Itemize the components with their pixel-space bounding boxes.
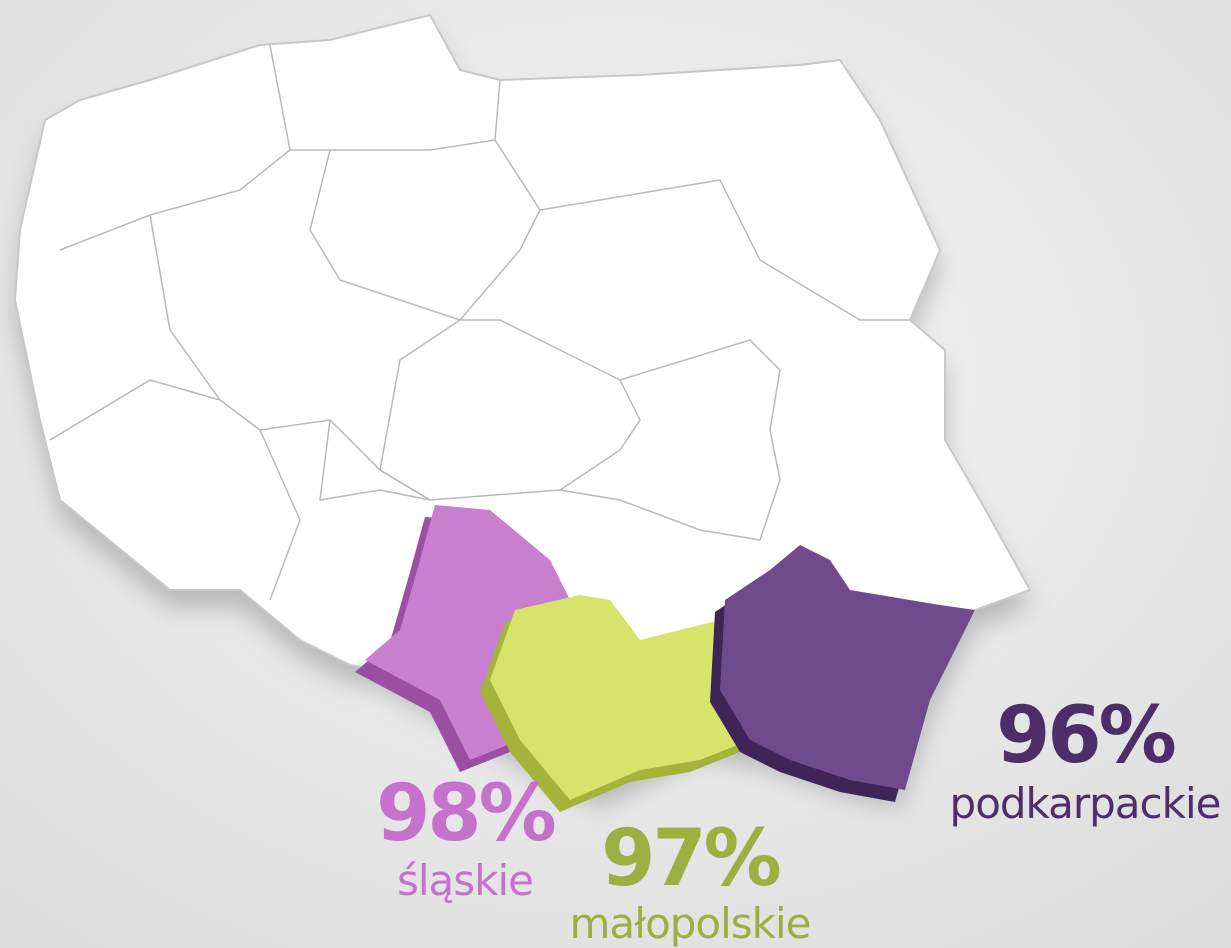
region-label: podkarpackie <box>950 779 1221 828</box>
percent-label: 96% <box>996 691 1175 781</box>
subcarpathia <box>710 545 975 802</box>
region-border <box>559 489 761 541</box>
region-label: śląskie <box>397 856 533 905</box>
region-border <box>619 339 781 541</box>
region-border <box>539 179 910 321</box>
region-border <box>259 429 301 601</box>
region-shape <box>490 595 750 800</box>
region-shape <box>365 505 570 760</box>
region-shape <box>720 545 975 790</box>
region-label: małopolskie <box>569 899 810 948</box>
percent-label: 98% <box>376 769 555 859</box>
percent-label: 97% <box>601 814 780 904</box>
region-border <box>290 79 501 151</box>
region-border <box>379 319 641 501</box>
region-border <box>319 419 431 501</box>
lesser-poland <box>480 595 750 812</box>
region-border <box>49 379 221 441</box>
region-border <box>59 44 291 251</box>
silesia <box>355 505 570 772</box>
